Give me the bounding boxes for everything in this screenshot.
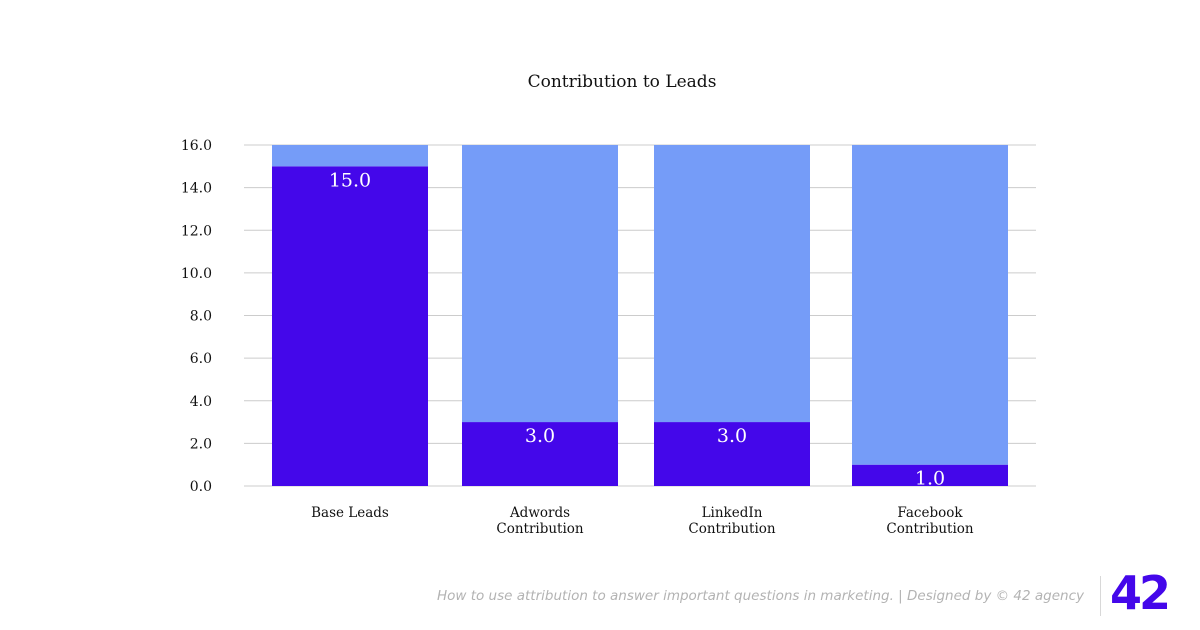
logo-divider	[1100, 576, 1101, 616]
bar-segment-value	[852, 464, 1008, 486]
y-tick-label: 14.0	[181, 181, 212, 197]
y-tick-label: 12.0	[181, 223, 212, 239]
bars	[272, 145, 1008, 486]
y-tick-label: 2.0	[190, 436, 212, 452]
bar-segment-remainder	[272, 145, 428, 167]
bar-segment-value	[272, 166, 428, 486]
x-category-label: Adwords Contribution	[496, 505, 584, 537]
bar-value-label: 3.0	[717, 425, 747, 447]
chart-title: Contribution to Leads	[527, 72, 717, 92]
y-tick-label: 4.0	[190, 394, 212, 410]
y-tick-label: 6.0	[190, 351, 212, 367]
x-category-label: Facebook Contribution	[886, 505, 974, 537]
data-labels: 15.0 3.0 3.0 1.0	[329, 169, 945, 489]
y-tick-label: 8.0	[190, 309, 212, 325]
bar-chart: 0.0 2.0 4.0 6.0 8.0 10.0 12.0 14.0 16.0 15.0 3.0 3…	[181, 138, 1036, 537]
footer-caption: How to use attribution to answer importa…	[436, 588, 1084, 604]
bar-value-label: 3.0	[525, 425, 555, 447]
bar-segment-remainder	[852, 145, 1008, 465]
bar-segment-value	[654, 422, 810, 486]
x-axis-categories: Base Leads Adwords Contribution LinkedIn Con…	[311, 505, 974, 537]
bar-segment-remainder	[462, 145, 618, 423]
bar-value-label: 15.0	[329, 169, 371, 191]
y-tick-label: 10.0	[181, 266, 212, 282]
bar-segment-remainder	[654, 145, 810, 423]
y-tick-label: 0.0	[190, 479, 212, 495]
y-axis-ticks: 0.0 2.0 4.0 6.0 8.0 10.0 12.0 14.0 16.0	[181, 138, 212, 495]
y-tick-label: 16.0	[181, 138, 212, 154]
x-category-label: LinkedIn Contribution	[688, 505, 776, 537]
bar-segment-value	[462, 422, 618, 486]
bar-value-label: 1.0	[915, 468, 945, 490]
x-category-label: Base Leads	[311, 505, 389, 521]
agency-logo: 42	[1110, 566, 1171, 620]
